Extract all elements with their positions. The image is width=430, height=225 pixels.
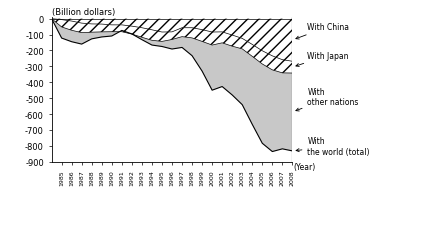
Text: With
other nations: With other nations <box>296 88 359 112</box>
Text: (Billion dollars): (Billion dollars) <box>52 8 115 17</box>
Text: With China: With China <box>296 23 350 40</box>
Text: (Year): (Year) <box>293 162 316 171</box>
Text: With Japan: With Japan <box>296 52 349 67</box>
Text: With
the world (total): With the world (total) <box>296 137 370 156</box>
